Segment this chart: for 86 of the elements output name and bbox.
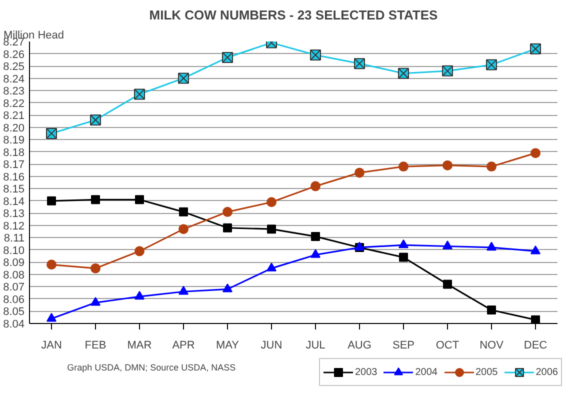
y-tick-label: 8.12 [3,220,25,232]
x-tick-label: DEC [524,340,548,352]
point [486,162,496,172]
point [398,239,408,248]
x-tick-label: JAN [41,340,62,352]
y-tick-label: 8.06 [3,294,25,306]
point [134,88,145,100]
point [443,280,452,289]
point [266,197,276,208]
point [442,160,452,170]
y-tick-label: 8.18 [3,146,25,159]
point [178,286,188,295]
x-tick-label: JUN [260,340,282,352]
y-tick-label: 8.17 [3,159,25,172]
point [222,283,232,292]
x-tick-label: MAR [127,340,152,352]
point [178,72,189,84]
y-tick-label: 8.13 [3,208,25,220]
x-tick-label: MAY [216,340,240,352]
y-tick-label: 8.11 [4,232,24,245]
point [134,246,144,256]
y-tick-label: 8.07 [3,282,25,294]
point [46,312,56,322]
legend-label: 2006 [536,366,558,378]
x-tick-label: SEP [392,340,415,352]
x-tick-label: NOV [480,340,504,352]
point [310,49,321,60]
y-tick-label: 8.05 [3,306,25,318]
y-tick-label: 8.09 [3,257,25,270]
y-tick-label: 8.26 [3,48,25,61]
legend-label: 2004 [415,366,438,378]
x-tick-label: AUG [348,340,372,352]
y-tick-label: 8.25 [3,61,25,74]
point [178,224,188,234]
point [134,290,144,300]
point [90,296,100,306]
point [487,306,496,315]
y-tick-label: 8.23 [3,86,25,98]
point [354,168,364,178]
y-tick-label: 8.16 [3,171,25,184]
x-tick-label: JUL [306,340,326,352]
point [46,128,57,139]
y-tick-label: 8.22 [3,98,25,110]
y-tick-label: 8.20 [3,122,25,134]
point [222,52,233,63]
point [398,162,408,172]
legend-label: 2005 [476,366,498,378]
point [398,68,409,79]
x-tick-label: APR [172,340,195,352]
point [399,252,408,262]
point [486,59,497,70]
chart-title: MILK COW NUMBERS - 23 SELECTED STATES [149,8,438,22]
point [530,245,540,254]
y-tick-label: 8.14 [3,196,25,208]
point [442,240,452,250]
x-tick-label: OCT [436,340,460,352]
point [90,263,100,274]
point [310,181,320,192]
point [531,315,540,324]
point [91,195,100,204]
legend-label: 2003 [355,366,378,378]
point [46,260,56,270]
point [223,223,232,232]
point [311,232,320,241]
y-tick-label: 8.15 [3,184,25,196]
y-tick-label: 8.08 [3,269,25,282]
text: Graph USDA, DMN; Source USDA, NASS [67,362,236,372]
point [530,148,540,158]
point [47,196,56,206]
y-tick-label: 8.10 [3,244,25,257]
point [530,43,541,54]
y-tick-label: 8.24 [3,73,25,86]
point [442,65,453,76]
point [267,224,276,234]
point [266,262,276,272]
point [310,249,320,258]
point [354,58,365,70]
point [135,195,144,204]
y-tick-label: 8.21 [3,110,25,122]
x-tick-label: FEB [84,340,106,352]
y-tick-label: 8.04 [3,318,25,330]
point [90,114,101,126]
point [486,242,496,251]
point [222,206,232,217]
point [179,207,188,216]
y-tick-label: 8.19 [3,134,25,147]
